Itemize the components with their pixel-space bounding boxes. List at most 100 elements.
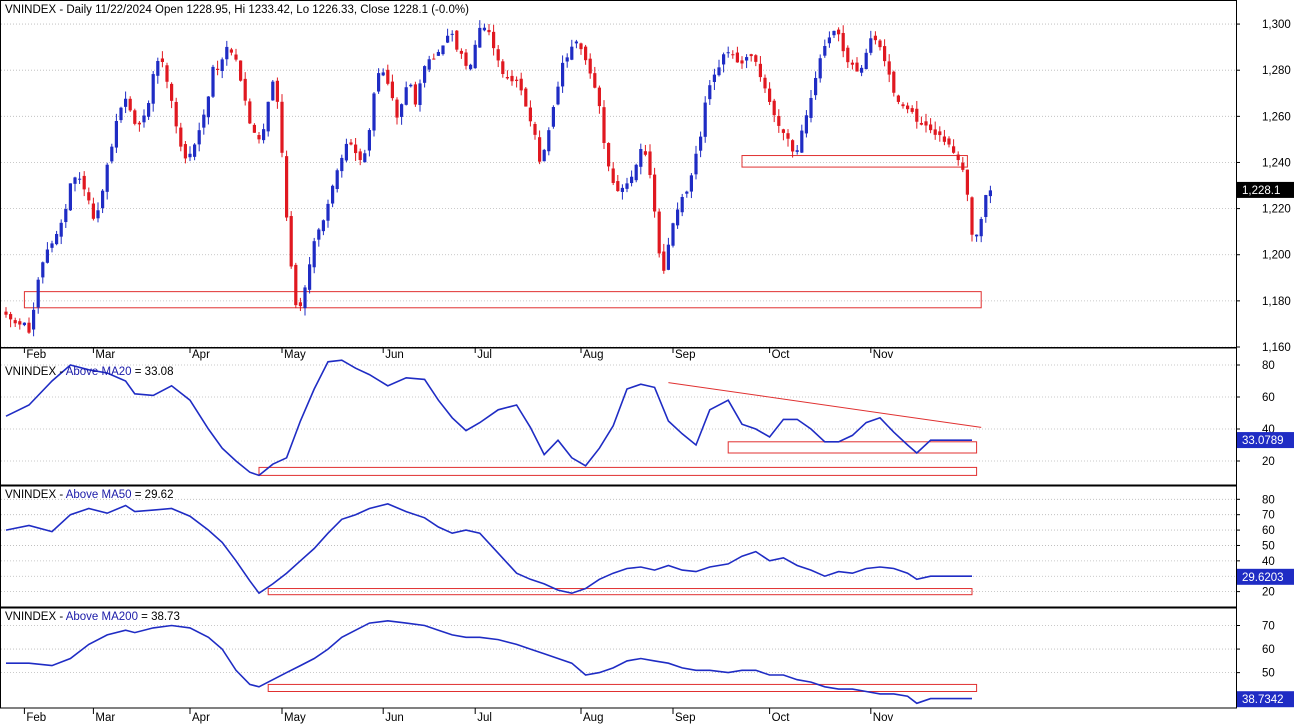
candle-up: [625, 183, 629, 189]
candle-down: [354, 144, 358, 154]
candle-up: [308, 264, 312, 290]
candle-up: [317, 229, 321, 240]
candle-down: [170, 83, 174, 101]
candle-up: [676, 209, 680, 226]
candle-up: [979, 218, 983, 237]
candle-down: [593, 73, 597, 88]
candle-down: [4, 311, 8, 315]
candle-down: [298, 302, 302, 307]
candle-down: [252, 124, 256, 133]
month-label: Jul: [477, 349, 492, 361]
candle-up: [703, 102, 707, 137]
ma20-panel-title: VNINDEX - Above MA20 = 33.08: [5, 366, 173, 378]
candle-up: [266, 101, 270, 132]
candle-down: [18, 321, 22, 325]
y-tick-label: 1,240: [1262, 157, 1291, 169]
candle-up: [726, 52, 730, 54]
candle-up: [188, 153, 192, 158]
candle-down: [883, 46, 887, 62]
month-label: Sep: [675, 349, 695, 361]
candle-up: [367, 130, 371, 151]
candle-up: [335, 170, 339, 190]
month-label: Feb: [26, 712, 46, 724]
candle-up: [620, 187, 624, 192]
candle-down: [901, 104, 905, 107]
candle-up: [225, 46, 229, 60]
candle-up: [32, 309, 36, 330]
candle-down: [280, 101, 284, 153]
y-tick-label: 1,160: [1262, 342, 1291, 354]
candle-up: [570, 46, 574, 60]
candle-up: [50, 243, 54, 248]
candle-up: [114, 120, 118, 148]
candle-up: [556, 86, 560, 105]
candle-up: [206, 96, 210, 118]
candle-up: [105, 164, 109, 192]
candle-up: [78, 178, 82, 180]
candle-down: [137, 122, 141, 125]
candle-up: [699, 136, 703, 151]
candle-down: [772, 100, 776, 116]
candle-up: [96, 210, 100, 219]
candle-down: [294, 264, 298, 306]
month-label: Nov: [873, 349, 894, 361]
candle-up: [565, 57, 569, 62]
candle-down: [643, 151, 647, 155]
y-tick-label: 70: [1262, 510, 1275, 522]
candle-down: [602, 107, 606, 143]
month-label: Apr: [192, 712, 210, 724]
candle-down: [965, 169, 969, 195]
candle-down: [887, 61, 891, 75]
y-tick-label: 40: [1262, 556, 1275, 568]
candle-up: [381, 72, 385, 76]
candle-down: [216, 68, 220, 71]
candle-down: [9, 314, 13, 320]
candle-down: [487, 29, 491, 33]
candle-up: [211, 66, 215, 97]
candle-up: [404, 87, 408, 105]
candle-up: [800, 130, 804, 153]
candle-up: [809, 97, 813, 118]
last-value-label: 33.0789: [1242, 435, 1284, 447]
month-label: Jun: [385, 349, 404, 361]
candle-up: [988, 190, 992, 197]
candle-down: [942, 136, 946, 142]
candle-up: [823, 45, 827, 56]
candle-up: [689, 175, 693, 192]
candle-up: [59, 222, 63, 237]
candle-up: [574, 41, 578, 44]
candle-up: [666, 244, 670, 270]
candle-up: [331, 185, 335, 204]
month-label: Aug: [583, 349, 603, 361]
candle-down: [395, 99, 399, 118]
candle-down: [611, 168, 615, 183]
candle-up: [639, 149, 643, 167]
candle-up: [827, 37, 831, 44]
candle-up: [41, 262, 45, 278]
y-tick-label: 60: [1262, 644, 1275, 656]
candle-down: [662, 251, 666, 271]
price-panel-title: VNINDEX - Daily 11/22/2024 Open 1228.95,…: [5, 4, 469, 16]
y-tick-label: 50: [1262, 540, 1275, 552]
candle-down: [929, 124, 933, 131]
candle-up: [712, 74, 716, 82]
candle-down: [758, 63, 762, 78]
candle-down: [133, 110, 137, 124]
candle-up: [110, 146, 114, 162]
candle-down: [952, 146, 956, 153]
candle-up: [694, 153, 698, 175]
candle-down: [432, 58, 436, 60]
candle-up: [551, 107, 555, 127]
candle-down: [510, 75, 514, 82]
candle-up: [478, 27, 482, 48]
candle-up: [869, 38, 873, 53]
candle-up: [469, 64, 473, 70]
candle-up: [220, 59, 224, 72]
candle-down: [390, 81, 394, 99]
candle-down: [27, 322, 31, 333]
candle-down: [657, 211, 661, 254]
candle-down: [584, 46, 588, 61]
last-value-tag: [1237, 568, 1294, 585]
candle-down: [892, 71, 896, 93]
candle-up: [860, 67, 864, 73]
